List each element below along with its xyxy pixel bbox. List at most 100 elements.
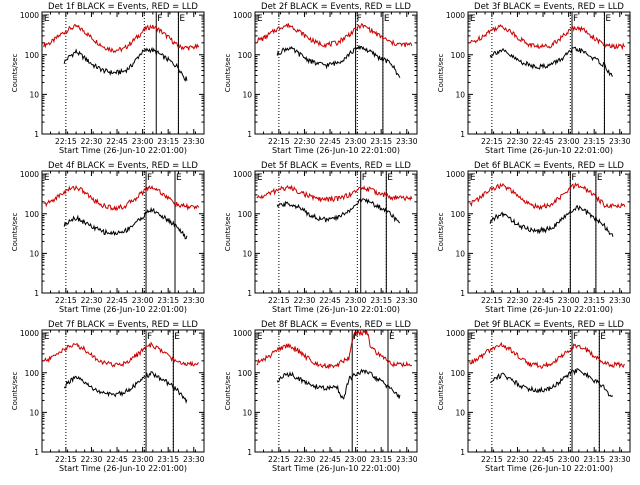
x-tick-label: 22:15: [268, 455, 290, 464]
x-tick-label: 22:15: [55, 296, 77, 305]
y-axis-label: Counts/sec: [437, 372, 445, 411]
x-axis-label: Start Time (26-Jun-10 22:01:00): [272, 464, 400, 473]
chart-title: Det 5f BLACK = Events, RED = LLD: [261, 161, 411, 171]
marker-label: E: [470, 14, 476, 24]
chart-panel-9: Det 9f BLACK = Events, RED = LLD 1 10 100 10…: [437, 320, 631, 473]
x-tick-label: 22:45: [106, 137, 128, 146]
y-tick-label: 1000: [233, 170, 252, 179]
x-tick-label: 22:45: [319, 296, 341, 305]
x-tick-label: 23:30: [396, 296, 418, 305]
x-tick-label: 23:00: [132, 455, 154, 464]
x-axis-label: Start Time (26-Jun-10 22:01:00): [272, 305, 400, 314]
x-tick-label: 23:15: [157, 137, 179, 146]
events-series-line: [276, 368, 401, 400]
plot-frame: [41, 170, 205, 294]
chart-panel-3: Det 3f BLACK = Events, RED = LLD 1 10 100 10…: [437, 2, 631, 155]
x-tick-label: 23:30: [183, 137, 205, 146]
y-tick-label: 1: [247, 448, 252, 457]
y-tick-label: 1000: [233, 11, 252, 20]
x-tick-label: 23:15: [583, 296, 605, 305]
marker-label: F: [573, 14, 578, 24]
y-axis-label: Counts/sec: [11, 372, 19, 411]
x-tick-label: 23:15: [370, 296, 392, 305]
chart-panel-5: Det 5f BLACK = Events, RED = LLD 1 10 100 10…: [224, 161, 418, 314]
y-axis-label: Counts/sec: [437, 54, 445, 93]
chart-title: Det 9f BLACK = Events, RED = LLD: [474, 320, 624, 330]
y-tick-label: 100: [451, 51, 466, 60]
x-axis-label: Start Time (26-Jun-10 22:01:00): [59, 305, 187, 314]
events-series-line: [489, 46, 613, 77]
x-tick-label: 23:15: [583, 137, 605, 146]
chart-title: Det 6f BLACK = Events, RED = LLD: [474, 161, 624, 171]
y-tick-label: 100: [451, 210, 466, 219]
x-tick-label: 22:30: [294, 455, 316, 464]
x-tick-label: 22:30: [507, 137, 529, 146]
lld-series-line: [469, 24, 626, 51]
events-series-line: [63, 46, 188, 83]
x-tick-label: 23:15: [583, 455, 605, 464]
marker-label: E: [605, 14, 611, 24]
chart-panel-7: Det 7f BLACK = Events, RED = LLD 1 10 100 10…: [11, 320, 205, 473]
y-tick-label: 1: [247, 289, 252, 298]
plot-frame: [41, 11, 205, 135]
y-tick-label: 1000: [446, 11, 465, 20]
x-axis-label: Start Time (26-Jun-10 22:01:00): [485, 464, 613, 473]
plot-frame: [467, 170, 631, 294]
marker-label: E: [257, 332, 263, 342]
marker-label: E: [257, 14, 263, 24]
x-tick-label: 22:15: [55, 137, 77, 146]
x-tick-label: 23:30: [396, 455, 418, 464]
x-tick-label: 23:00: [345, 296, 367, 305]
marker-label: E: [179, 14, 185, 24]
lld-series-line: [256, 329, 413, 370]
x-tick-label: 23:30: [396, 137, 418, 146]
marker-label: E: [257, 173, 263, 183]
marker-label: E: [470, 173, 476, 183]
x-tick-label: 23:30: [609, 455, 631, 464]
x-tick-label: 23:15: [370, 137, 392, 146]
x-tick-label: 23:00: [558, 137, 580, 146]
y-tick-label: 10: [242, 249, 252, 258]
marker-label: E: [384, 14, 390, 24]
chart-panel-4: Det 4f BLACK = Events, RED = LLD 1 10 100 10…: [11, 161, 205, 314]
x-tick-label: 23:00: [132, 137, 154, 146]
lld-series-line: [43, 341, 199, 368]
chart-title: Det 2f BLACK = Events, RED = LLD: [261, 2, 411, 12]
y-tick-label: 10: [455, 90, 465, 99]
x-tick-label: 23:00: [132, 296, 154, 305]
x-tick-label: 22:45: [319, 455, 341, 464]
x-tick-label: 22:15: [481, 455, 503, 464]
x-tick-label: 22:45: [532, 455, 554, 464]
x-axis-label: Start Time (26-Jun-10 22:01:00): [59, 464, 187, 473]
chart-panel-2: Det 2f BLACK = Events, RED = LLD 1 10 100 10…: [224, 2, 418, 155]
y-tick-label: 1: [34, 289, 39, 298]
chart-title: Det 3f BLACK = Events, RED = LLD: [474, 2, 624, 12]
plot-frame: [467, 329, 631, 453]
y-tick-label: 10: [455, 408, 465, 417]
marker-label: E: [600, 332, 606, 342]
x-tick-label: 22:30: [81, 455, 103, 464]
marker-label: E: [44, 332, 50, 342]
x-tick-label: 22:45: [532, 296, 554, 305]
y-tick-label: 1000: [446, 170, 465, 179]
x-tick-label: 22:30: [294, 137, 316, 146]
marker-label: F: [362, 173, 367, 183]
chart-panel-1: Det 1f BLACK = Events, RED = LLD 1 10 100 10…: [11, 2, 205, 155]
marker-label: F: [573, 332, 578, 342]
marker-label: E: [470, 332, 476, 342]
y-tick-label: 1000: [20, 11, 39, 20]
y-tick-label: 1: [34, 448, 39, 457]
y-tick-label: 100: [238, 51, 253, 60]
y-tick-label: 1: [247, 130, 252, 139]
x-tick-label: 23:00: [558, 455, 580, 464]
marker-label: E: [597, 173, 603, 183]
marker-label: E: [174, 332, 180, 342]
y-axis-label: Counts/sec: [437, 213, 445, 252]
x-tick-label: 22:15: [55, 455, 77, 464]
events-series-line: [63, 371, 188, 405]
y-tick-label: 1: [34, 130, 39, 139]
y-tick-label: 100: [238, 210, 253, 219]
y-tick-label: 100: [451, 369, 466, 378]
